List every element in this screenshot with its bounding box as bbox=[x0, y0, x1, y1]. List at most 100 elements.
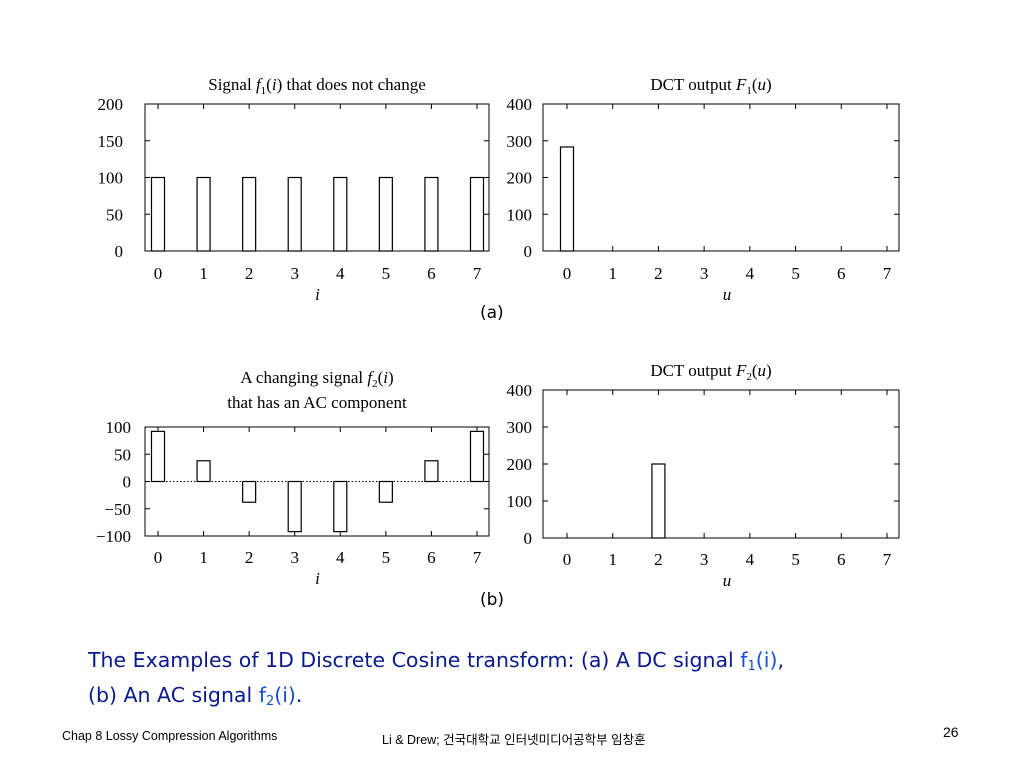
y-tick-label: 50 bbox=[114, 445, 131, 464]
y-tick-label: 100 bbox=[98, 169, 124, 188]
x-tick-label: 6 bbox=[427, 548, 436, 567]
x-tick-label: 3 bbox=[700, 264, 709, 283]
x-tick-label: 1 bbox=[608, 550, 617, 569]
y-tick-label: −50 bbox=[104, 500, 131, 519]
caption-text-1: The Examples of 1D Discrete Cosine trans… bbox=[88, 648, 741, 672]
x-axis-label: i bbox=[315, 569, 320, 588]
x-tick-label: 2 bbox=[654, 550, 663, 569]
panel-label-a: (a) bbox=[480, 303, 504, 323]
chart-dct-f2: 0 100 200 300 400 0 1 2 3 4 5 6 7 u DCT output F2(u) bbox=[507, 361, 900, 590]
y-tick-label: 400 bbox=[507, 95, 533, 114]
x-tick-label: 5 bbox=[791, 550, 800, 569]
plot-frame bbox=[542, 389, 900, 539]
x-tick-label: 7 bbox=[883, 550, 892, 569]
x-tick-label: 2 bbox=[245, 548, 254, 567]
x-tick-label: 3 bbox=[290, 264, 299, 283]
panel-label-b: (b) bbox=[480, 590, 505, 610]
x-tick-label: 7 bbox=[473, 548, 482, 567]
x-tick-label: 4 bbox=[746, 264, 755, 283]
footer-authors: Li & Drew; 건국대학교 인터넷미디어공학부 임창훈 bbox=[382, 733, 646, 747]
x-tick-label: 0 bbox=[563, 264, 572, 283]
x-tick-label: 1 bbox=[199, 548, 208, 567]
caption-line-2: (b) An AC signal f2(i). bbox=[88, 681, 968, 716]
y-tick-label: 200 bbox=[507, 169, 533, 188]
chart-title: DCT output F1(u) bbox=[650, 75, 771, 97]
caption-f1: f1(i) bbox=[740, 648, 778, 674]
x-tick-label: 0 bbox=[154, 264, 163, 283]
bar bbox=[242, 480, 257, 503]
bar bbox=[378, 176, 393, 252]
bar bbox=[196, 176, 211, 252]
x-tick-label: 6 bbox=[427, 264, 436, 283]
bar bbox=[424, 460, 439, 483]
bar bbox=[559, 146, 575, 252]
bar bbox=[469, 430, 485, 483]
y-tick-label: 300 bbox=[507, 418, 533, 437]
x-axis-label: i bbox=[315, 285, 320, 304]
y-tick-label: 200 bbox=[507, 455, 533, 474]
caption-text-2: (b) An AC signal bbox=[88, 683, 259, 707]
bar bbox=[287, 176, 302, 252]
x-tick-label: 6 bbox=[837, 264, 846, 283]
caption-line-1: The Examples of 1D Discrete Cosine trans… bbox=[88, 646, 968, 681]
bar bbox=[469, 176, 485, 252]
chart-title-line2: that has an AC component bbox=[227, 393, 407, 412]
x-tick-label: 2 bbox=[245, 264, 254, 283]
x-tick-label: 7 bbox=[473, 264, 482, 283]
x-tick-label: 0 bbox=[563, 550, 572, 569]
x-tick-label: 7 bbox=[883, 264, 892, 283]
page-number: 26 bbox=[943, 724, 959, 740]
y-tick-label: 300 bbox=[507, 132, 533, 151]
caption-comma: , bbox=[777, 648, 784, 672]
x-axis-label: u bbox=[723, 285, 732, 304]
bar bbox=[424, 176, 439, 252]
x-tick-label: 3 bbox=[700, 550, 709, 569]
x-tick-label: 4 bbox=[336, 264, 345, 283]
y-tick-label: 0 bbox=[123, 473, 132, 492]
y-tick-label: 100 bbox=[106, 418, 132, 437]
bar bbox=[333, 176, 348, 252]
footer-chapter: Chap 8 Lossy Compression Algorithms bbox=[62, 729, 278, 743]
x-tick-label: 5 bbox=[382, 264, 391, 283]
caption-period: . bbox=[295, 683, 303, 707]
y-tick-label: 200 bbox=[98, 95, 124, 114]
x-tick-label: 1 bbox=[199, 264, 208, 283]
y-tick-label: −100 bbox=[96, 527, 131, 546]
x-tick-label: 3 bbox=[290, 548, 299, 567]
x-tick-label: 4 bbox=[336, 548, 345, 567]
x-tick-label: 5 bbox=[791, 264, 800, 283]
x-tick-label: 4 bbox=[746, 550, 755, 569]
bar bbox=[333, 480, 348, 533]
y-tick-label: 0 bbox=[524, 242, 533, 261]
y-tick-label: 100 bbox=[507, 492, 533, 511]
plot-frame bbox=[542, 103, 900, 252]
x-tick-label: 2 bbox=[654, 264, 663, 283]
chart-title: Signal f1(i) that does not change bbox=[208, 75, 426, 97]
bar bbox=[150, 430, 166, 483]
figure-caption: The Examples of 1D Discrete Cosine trans… bbox=[88, 646, 968, 716]
x-axis-label: u bbox=[723, 571, 732, 590]
y-tick-label: 0 bbox=[524, 529, 533, 548]
x-tick-label: 0 bbox=[154, 548, 163, 567]
caption-f2: f2(i) bbox=[258, 683, 296, 709]
bar bbox=[651, 463, 666, 539]
y-tick-label: 150 bbox=[98, 132, 124, 151]
bar bbox=[287, 480, 302, 533]
chart-dct-f1: 0 100 200 300 400 0 1 2 3 4 5 6 7 u DCT output F1(u) bbox=[507, 75, 900, 304]
y-tick-label: 50 bbox=[106, 205, 123, 224]
x-tick-label: 1 bbox=[608, 264, 617, 283]
bar bbox=[196, 460, 211, 483]
y-tick-label: 0 bbox=[115, 242, 124, 261]
chart-title: DCT output F2(u) bbox=[650, 361, 771, 383]
bar bbox=[242, 176, 257, 252]
chart-signal-f1: 0 50 100 150 200 0 1 2 3 4 5 6 7 i Signal f1(i) that d… bbox=[98, 75, 490, 304]
y-tick-label: 400 bbox=[507, 381, 533, 400]
y-tick-label: 100 bbox=[507, 205, 533, 224]
chart-signal-f2: −100 −50 0 50 100 0 1 2 3 4 5 6 7 i A changing signal … bbox=[96, 368, 490, 588]
x-tick-label: 5 bbox=[382, 548, 391, 567]
chart-title: A changing signal f2(i) bbox=[240, 368, 393, 390]
x-tick-label: 6 bbox=[837, 550, 846, 569]
bar bbox=[378, 480, 393, 503]
bar bbox=[150, 176, 166, 252]
